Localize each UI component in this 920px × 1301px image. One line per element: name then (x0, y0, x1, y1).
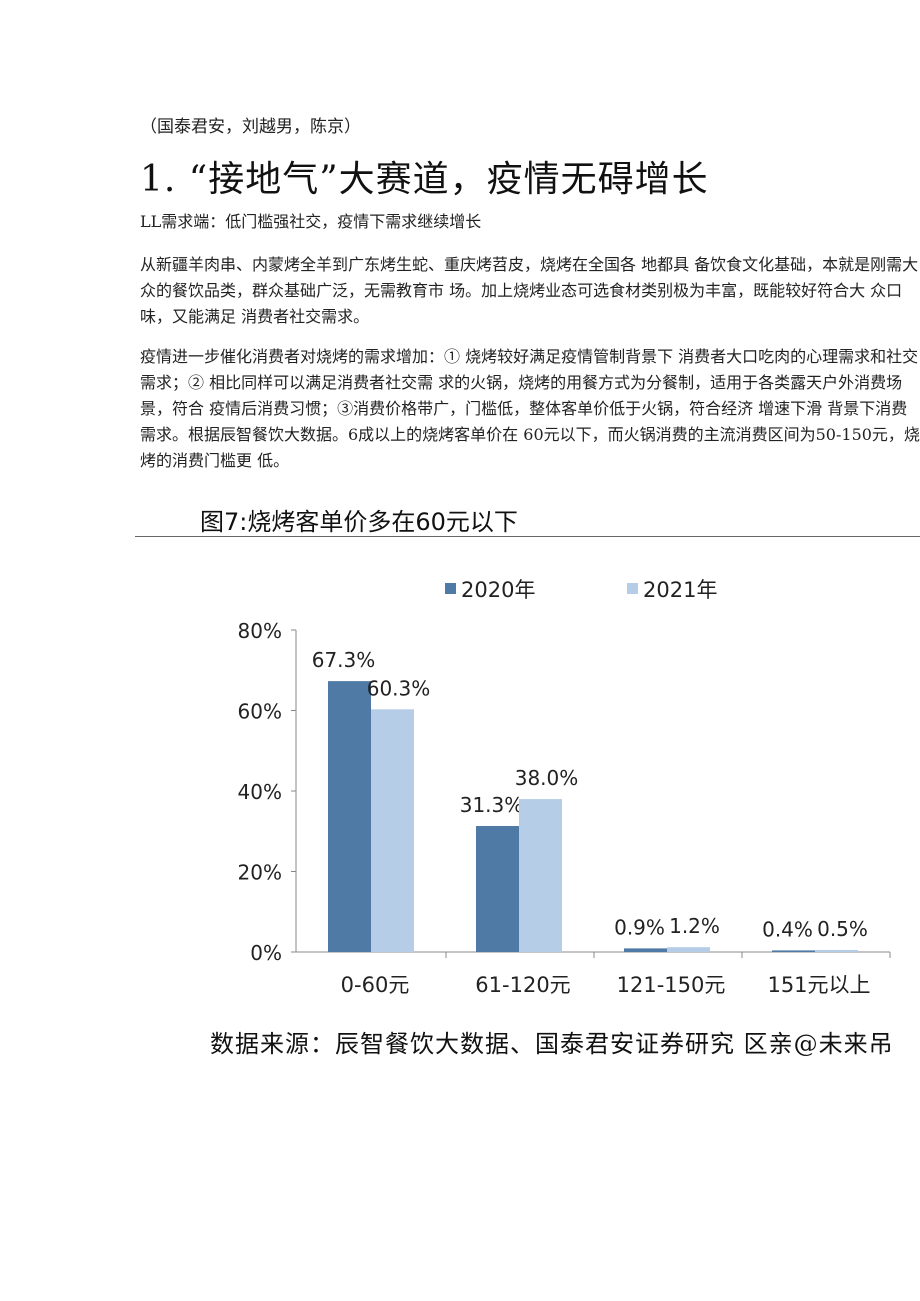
data-label: 1.2% (669, 914, 720, 938)
x-tick-label: 61-120元 (475, 973, 570, 997)
subsection-heading: LL需求端：低门槛强社交，疫情下需求继续增长 (140, 212, 482, 231)
y-tick-label: 0% (250, 941, 282, 965)
legend-label: 2021年 (643, 578, 717, 602)
y-tick-label: 20% (238, 861, 282, 885)
bar-2020 (328, 681, 371, 952)
data-label: 0.5% (817, 917, 868, 941)
y-tick-label: 40% (238, 780, 282, 804)
body-paragraph-1: 从新疆羊肉串、内蒙烤全羊到广东烤生蛇、重庆烤苕皮，烧烤在全国各 地都具 备饮食文… (140, 255, 919, 326)
data-label: 60.3% (367, 676, 431, 700)
data-source-note: 数据来源：辰智餐饮大数据、国泰君安证券研究 区亲@未来吊 (210, 1030, 894, 1058)
bar-2021 (815, 949, 858, 952)
data-label: 31.3% (460, 793, 524, 817)
x-tick-label: 0-60元 (341, 973, 410, 997)
bar-2020 (476, 826, 519, 952)
bar-chart: 0% 20% 40% 60% 80% 0-60元 61-120元 121-150元 151元以上… (238, 578, 891, 997)
body-paragraph-2: 疫情进一步催化消费者对烧烤的需求增加：① 烧烤较好满足疫情管制背景下 消费者大口… (140, 347, 920, 470)
data-label: 67.3% (312, 648, 376, 672)
figure-title-rule (135, 536, 920, 537)
bar-2021 (667, 947, 710, 952)
data-label: 38.0% (515, 766, 579, 790)
legend-swatch (627, 583, 638, 594)
bar-2021 (519, 799, 562, 952)
y-tick-label: 60% (238, 700, 282, 724)
legend-label: 2020年 (461, 578, 535, 602)
figure-title: 图7:烧烤客单价多在60元以下 (200, 508, 518, 536)
data-label: 0.9% (614, 915, 665, 939)
x-tick-label: 121-150元 (617, 973, 726, 997)
x-tick-label: 151元以上 (767, 973, 870, 997)
y-tick-label: 80% (238, 619, 282, 643)
bar-2020 (772, 950, 815, 952)
legend-swatch (445, 583, 456, 594)
source-attribution: （国泰君安，刘越男，陈京） (140, 117, 361, 137)
bar-2020 (624, 948, 667, 952)
bar-2021 (371, 709, 414, 952)
section-heading: 1. “接地气”大赛道，疫情无碍增长 (140, 159, 709, 200)
data-label: 0.4% (762, 917, 813, 941)
